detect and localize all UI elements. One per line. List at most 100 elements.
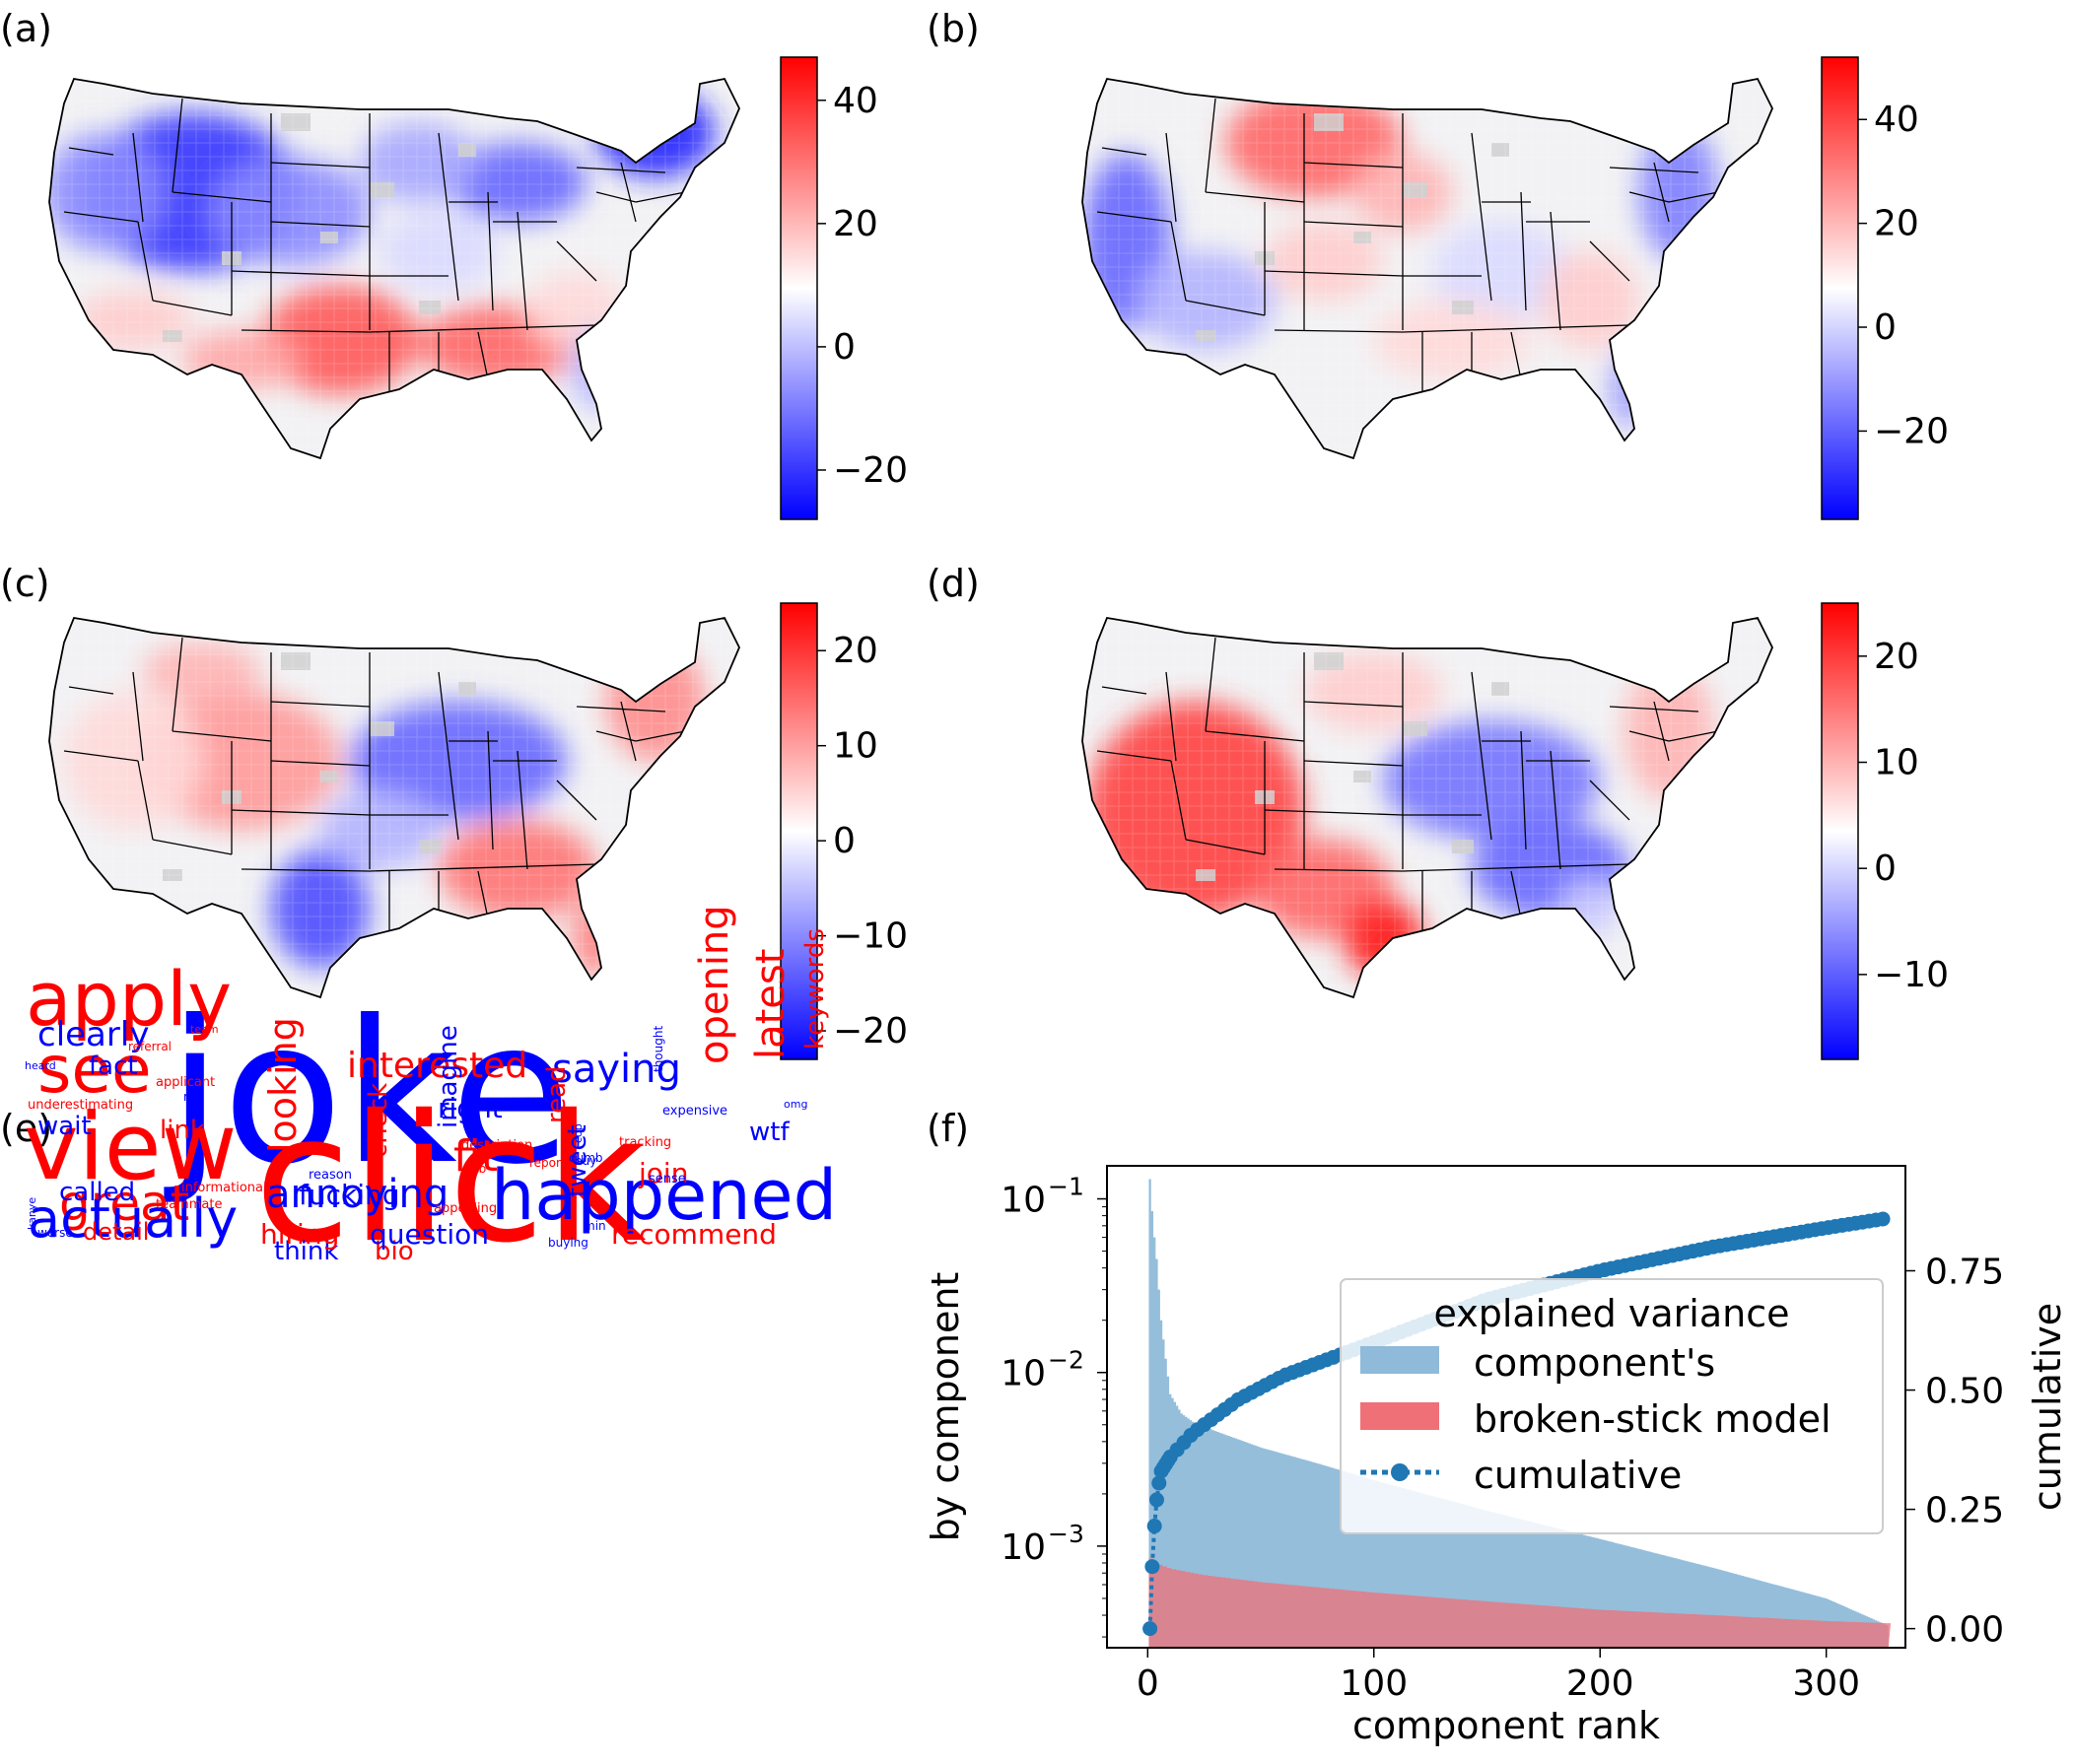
wordcloud-word: tweet — [563, 1124, 592, 1197]
state-border — [620, 162, 637, 223]
state-border — [172, 637, 183, 732]
y2-tick-label: 0.75 — [1925, 1253, 2004, 1293]
y2-tick-label: 0.00 — [1925, 1610, 2004, 1651]
state-border — [1170, 221, 1187, 302]
state-border — [1510, 870, 1522, 919]
wordcloud-word: latest — [748, 949, 794, 1059]
state-border — [132, 671, 144, 762]
colorbar-gradient — [780, 56, 818, 520]
state-border — [1589, 240, 1630, 282]
colorbar-tick-label: 20 — [1874, 204, 1919, 244]
colorbar-gradient — [1821, 56, 1859, 520]
legend-title: explained variance — [1434, 1292, 1790, 1335]
wordcloud-word: applicant — [156, 1075, 215, 1090]
colorbar-tick-label: −10 — [1874, 955, 1949, 995]
us-outline — [48, 616, 740, 999]
y-tick-label: 10 — [1001, 1354, 1046, 1394]
state-border — [231, 270, 371, 277]
y-tick-exponent: −1 — [1048, 1173, 1084, 1201]
wordcloud-word: click — [254, 1077, 647, 1281]
y2-tick-label: 0.50 — [1925, 1372, 2004, 1412]
wordcloud-word: check — [364, 1083, 393, 1158]
wordcloud-word: happened — [491, 1155, 837, 1236]
colorbar-tick-label: 20 — [833, 204, 878, 244]
wordcloud-word: min — [584, 1219, 606, 1233]
wordcloud-word: description — [461, 1138, 532, 1153]
state-border — [1550, 750, 1561, 870]
colorbar-tick-label: −20 — [1874, 411, 1949, 451]
wordcloud-word: buy — [575, 1154, 596, 1168]
state-border — [1185, 839, 1266, 855]
wordcloud-word: tracking — [619, 1135, 671, 1150]
wordcloud-word: opening — [692, 905, 737, 1064]
map-panel-c — [48, 616, 740, 999]
wordcloud-word: wtf — [749, 1118, 790, 1147]
legend-entry: broken-stick model — [1474, 1397, 1831, 1441]
state-border — [1165, 132, 1177, 223]
y-tick-label: 10 — [1001, 1527, 1046, 1568]
colorbar-tick-label: 0 — [1874, 307, 1897, 348]
state-border — [620, 701, 637, 762]
state-border — [1402, 324, 1630, 333]
us-outline — [1081, 616, 1773, 999]
colorbar-tick-label: 10 — [833, 726, 878, 767]
state-border — [1609, 706, 1699, 712]
wordcloud-word: team — [190, 1023, 219, 1036]
wordcloud-word: read — [542, 1065, 572, 1123]
wordcloud-word: fact — [89, 1052, 138, 1081]
state-border — [1205, 191, 1305, 203]
y2-axis-label: cumulative — [2026, 1303, 2069, 1511]
colorbar-tick-label: 0 — [1874, 848, 1897, 889]
wordcloud-word: fit — [453, 1131, 498, 1182]
wordcloud-word: bio — [375, 1237, 414, 1266]
colorbar-tick-label: 10 — [1874, 743, 1919, 783]
wordcloud-word: detail — [83, 1218, 149, 1246]
state-border — [68, 147, 114, 156]
colorbar-tick-label: 40 — [833, 81, 878, 121]
state-border — [1653, 701, 1670, 762]
legend-swatch-broken-stick — [1360, 1402, 1439, 1430]
wordcloud-word: job — [467, 1162, 486, 1176]
state-border — [517, 211, 528, 331]
colorbar-tick-label: −20 — [833, 450, 908, 491]
state-border — [556, 780, 597, 821]
wordcloud-word: fucking — [299, 1179, 400, 1211]
legend-swatch-cumulative-marker — [1391, 1463, 1409, 1481]
map-panel-a — [48, 77, 740, 460]
wordcloud-word: thought — [652, 1026, 665, 1072]
cumulative-point — [1144, 1559, 1160, 1575]
colorbar-a: 40 20 0 −20 — [780, 56, 908, 520]
colorbar-c: 20 10 0 −10 −20 — [780, 602, 908, 1060]
state-border — [1550, 211, 1561, 331]
state-border — [1303, 701, 1404, 708]
colorbar-tick-label: 20 — [1874, 637, 1919, 677]
wordcloud-word: annoying — [266, 1172, 449, 1217]
panel-label-d: (d) — [927, 562, 980, 605]
cumulative-point — [1146, 1519, 1162, 1534]
wordcloud-word: omg — [784, 1098, 807, 1111]
colorbar-b: 40 20 0 −20 — [1821, 56, 1949, 520]
wordcloud-word: appealing — [434, 1201, 497, 1216]
wordcloud-word: interested — [347, 1046, 527, 1086]
legend-entry: component's — [1474, 1341, 1715, 1385]
cumulative-point — [1148, 1492, 1164, 1508]
legend-entry: cumulative — [1474, 1454, 1682, 1497]
state-border — [68, 686, 114, 695]
state-border — [1101, 147, 1147, 156]
panel-label-b: (b) — [927, 7, 980, 50]
wordcloud-word: teammate — [156, 1197, 222, 1212]
state-border — [576, 706, 666, 712]
state-border — [635, 191, 686, 203]
state-border — [1303, 760, 1404, 767]
legend-box — [1340, 1278, 1884, 1534]
wordcloud-word: actually — [28, 1187, 238, 1250]
state-border — [1303, 162, 1404, 169]
wordcloud-word: buying — [548, 1236, 588, 1250]
x-axis-label: component rank — [1352, 1704, 1660, 1747]
state-border — [438, 132, 459, 302]
state-border — [487, 191, 494, 311]
cumulative-point — [1142, 1621, 1158, 1637]
state-border — [1185, 300, 1266, 316]
x-tick-label: 100 — [1340, 1663, 1408, 1704]
wordcloud-word: link — [160, 1116, 205, 1145]
